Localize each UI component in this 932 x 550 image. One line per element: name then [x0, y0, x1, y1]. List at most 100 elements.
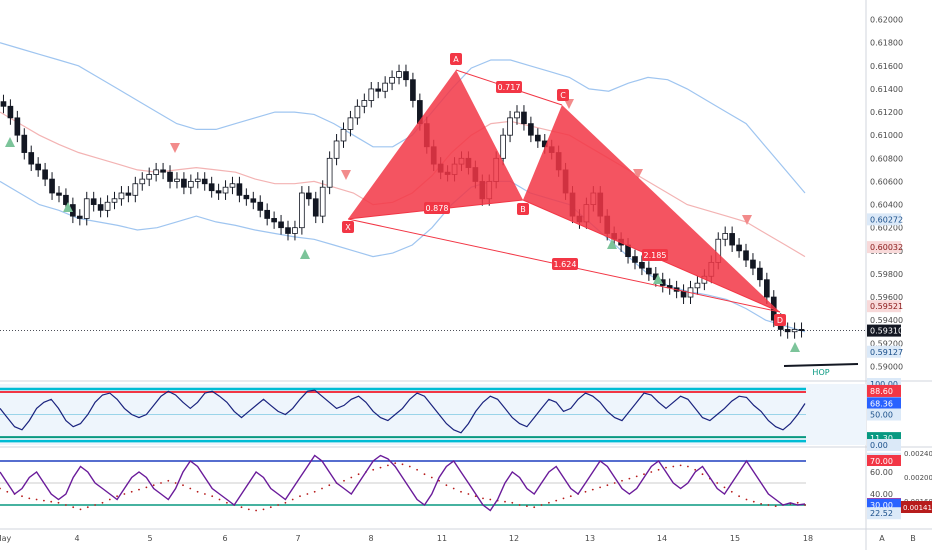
hop-label: HOP: [812, 368, 829, 377]
oscillator-2-panel[interactable]: 71.9870.0060.0040.0030.7430.0022.520.002…: [0, 450, 932, 520]
candle[interactable]: [0, 94, 7, 114]
candle[interactable]: [278, 214, 284, 235]
price-axis[interactable]: 0.62000 0.61800 0.61600 0.61400 0.61200 0.610…: [867, 16, 903, 372]
candle[interactable]: [243, 188, 250, 206]
candle[interactable]: [285, 220, 291, 241]
candle[interactable]: [14, 110, 21, 143]
candle[interactable]: [118, 186, 125, 206]
candle[interactable]: [104, 195, 111, 218]
candle[interactable]: [188, 174, 194, 195]
candle[interactable]: [368, 82, 375, 108]
candle[interactable]: [521, 105, 527, 131]
candle[interactable]: [534, 128, 541, 148]
ratio-ac-label[interactable]: 0.717: [496, 81, 522, 93]
candle[interactable]: [528, 116, 534, 143]
osc2-line[interactable]: [0, 454, 806, 512]
candle[interactable]: [743, 243, 749, 267]
candle[interactable]: [299, 186, 305, 235]
candle[interactable]: [160, 162, 166, 180]
candle[interactable]: [639, 255, 645, 276]
candle[interactable]: [514, 105, 520, 125]
candle[interactable]: [694, 276, 701, 295]
candle[interactable]: [90, 191, 97, 212]
candle[interactable]: [354, 99, 361, 125]
price-tick-label: 0.59800: [870, 270, 903, 279]
candle[interactable]: [632, 249, 638, 270]
candle[interactable]: [201, 172, 208, 191]
candle[interactable]: [271, 211, 277, 229]
candle[interactable]: [507, 110, 513, 143]
candle[interactable]: [410, 72, 416, 108]
candle[interactable]: [42, 162, 48, 187]
osc2-dot: [628, 477, 631, 480]
harmonic-pattern[interactable]: X A B C D 0.717 0.878 2.185 1.624 HOP: [342, 53, 859, 377]
point-c-label[interactable]: C: [557, 89, 569, 101]
candle[interactable]: [382, 76, 388, 99]
point-a-label[interactable]: A: [450, 53, 462, 65]
candle[interactable]: [312, 191, 319, 224]
candle[interactable]: [194, 172, 201, 189]
candle[interactable]: [83, 191, 90, 226]
candle[interactable]: [132, 176, 139, 203]
candle[interactable]: [757, 261, 763, 287]
candle[interactable]: [764, 272, 770, 304]
candle[interactable]: [750, 253, 756, 276]
candle[interactable]: [222, 180, 229, 200]
candle[interactable]: [181, 172, 187, 195]
point-b-label[interactable]: B: [517, 203, 529, 215]
candle[interactable]: [347, 110, 354, 137]
pattern-triangle-xab[interactable]: [348, 70, 523, 219]
candle[interactable]: [174, 172, 180, 189]
candle[interactable]: [326, 151, 333, 195]
candle[interactable]: [784, 322, 791, 339]
candle[interactable]: [215, 183, 222, 200]
candle[interactable]: [167, 165, 173, 189]
candle[interactable]: [21, 128, 28, 160]
osc1-line[interactable]: [0, 389, 806, 434]
candle[interactable]: [111, 191, 118, 210]
candle[interactable]: [250, 191, 257, 210]
candle[interactable]: [125, 186, 132, 203]
candle[interactable]: [333, 134, 340, 166]
candle[interactable]: [361, 93, 368, 114]
ratio-bd-label[interactable]: 2.185: [642, 249, 668, 261]
candle[interactable]: [396, 64, 402, 85]
candle[interactable]: [791, 322, 798, 339]
candle[interactable]: [153, 162, 159, 182]
candle[interactable]: [736, 238, 742, 258]
candle[interactable]: [139, 172, 146, 191]
candle[interactable]: [729, 226, 735, 252]
candle[interactable]: [722, 226, 729, 247]
candle[interactable]: [500, 128, 506, 166]
point-x-label[interactable]: X: [342, 221, 354, 233]
candle[interactable]: [56, 186, 62, 203]
candle[interactable]: [403, 64, 409, 87]
candle[interactable]: [76, 209, 83, 226]
candle[interactable]: [292, 220, 298, 241]
candle[interactable]: [646, 261, 652, 281]
candle[interactable]: [229, 176, 236, 195]
candle[interactable]: [208, 176, 215, 198]
ratio-xb-label[interactable]: 0.878: [424, 202, 450, 214]
candle[interactable]: [28, 145, 35, 172]
candle[interactable]: [798, 322, 805, 338]
candle[interactable]: [49, 172, 55, 200]
candle[interactable]: [146, 167, 153, 187]
candle[interactable]: [305, 186, 312, 206]
candle[interactable]: [319, 180, 326, 224]
candle[interactable]: [389, 70, 395, 91]
ratio-xd-label[interactable]: 1.624: [552, 258, 578, 270]
candle[interactable]: [257, 195, 264, 218]
time-axis[interactable]: May 4 5 6 7 8 11 12 13 14 15 18 A B: [0, 534, 916, 543]
candle[interactable]: [97, 197, 104, 218]
candle[interactable]: [375, 82, 382, 99]
candle[interactable]: [340, 122, 347, 148]
candle[interactable]: [264, 203, 271, 226]
candle[interactable]: [35, 157, 41, 177]
pattern-triangle-bcd[interactable]: [523, 105, 780, 312]
point-d-label[interactable]: D: [774, 314, 786, 326]
candle[interactable]: [236, 176, 243, 203]
candle[interactable]: [7, 99, 14, 125]
